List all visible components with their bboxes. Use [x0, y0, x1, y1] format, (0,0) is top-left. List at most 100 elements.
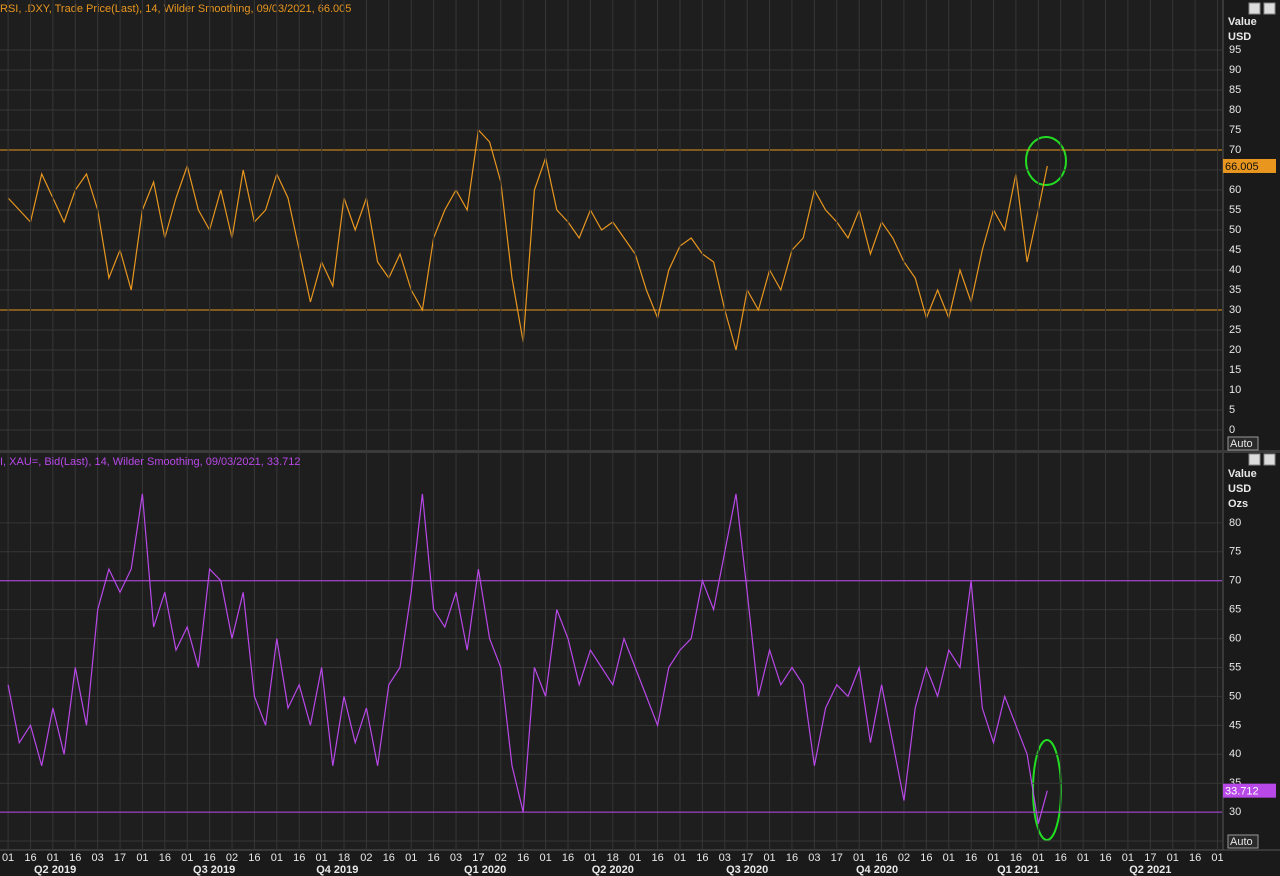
x-tick-label: 16	[875, 852, 887, 864]
y-tick-label: 60	[1229, 632, 1241, 644]
x-tick-label: 16	[69, 852, 81, 864]
x-tick-label: 01	[47, 852, 59, 864]
x-period-label: Q2 2020	[592, 864, 634, 876]
axis-label: Value	[1228, 16, 1257, 28]
x-tick-label: 16	[965, 852, 977, 864]
y-tick-label: 60	[1229, 184, 1241, 196]
axis-label: Ozs	[1228, 498, 1248, 510]
x-tick-label: 01	[584, 852, 596, 864]
x-period-label: Q4 2019	[316, 864, 358, 876]
x-tick-label: 16	[1189, 852, 1201, 864]
x-tick-label: 02	[360, 852, 372, 864]
x-tick-label: 16	[204, 852, 216, 864]
x-tick-label: 03	[92, 852, 104, 864]
x-tick-label: 01	[629, 852, 641, 864]
x-tick-label: 01	[943, 852, 955, 864]
y-tick-label: 5	[1229, 404, 1235, 416]
x-period-label: Q3 2019	[193, 864, 235, 876]
y-tick-label: 40	[1229, 264, 1241, 276]
auto-button[interactable]: Auto	[1230, 438, 1253, 450]
y-tick-label: 35	[1229, 284, 1241, 296]
axis-label: Value	[1228, 468, 1257, 480]
y-tick-label: 45	[1229, 719, 1241, 731]
x-tick-label: 16	[786, 852, 798, 864]
x-tick-label: 16	[920, 852, 932, 864]
x-tick-label: 16	[293, 852, 305, 864]
x-tick-label: 01	[405, 852, 417, 864]
x-tick-label: 16	[383, 852, 395, 864]
x-tick-label: 16	[651, 852, 663, 864]
x-tick-label: 01	[853, 852, 865, 864]
series-line	[7, 493, 1048, 824]
pane-title: RSI, .DXY, Trade Price(Last), 14, Wilder…	[0, 3, 351, 15]
y-tick-label: 75	[1229, 546, 1241, 558]
x-period-label: Q4 2020	[856, 864, 898, 876]
maximize-button[interactable]	[1248, 453, 1261, 466]
series-line	[7, 128, 1048, 351]
y-tick-label: 15	[1229, 364, 1241, 376]
x-tick-label: 17	[741, 852, 753, 864]
x-tick-label: 16	[427, 852, 439, 864]
x-tick-label: 16	[1099, 852, 1111, 864]
y-tick-label: 90	[1229, 64, 1241, 76]
x-period-label: Q2 2021	[1129, 864, 1171, 876]
x-tick-label: 01	[1122, 852, 1134, 864]
y-tick-label: 0	[1229, 424, 1235, 436]
y-tick-label: 75	[1229, 124, 1241, 136]
x-tick-label: 02	[495, 852, 507, 864]
y-tick-label: 70	[1229, 575, 1241, 587]
auto-button-box[interactable]	[1227, 436, 1259, 451]
x-tick-label: 03	[808, 852, 820, 864]
x-tick-label: 17	[831, 852, 843, 864]
y-tick-label: 85	[1229, 84, 1241, 96]
x-tick-label: 02	[898, 852, 910, 864]
y-tick-label: 80	[1229, 517, 1241, 529]
y-tick-label: 30	[1229, 304, 1241, 316]
pane-buttons[interactable]	[1248, 2, 1276, 466]
x-tick-label: 17	[472, 852, 484, 864]
close-button[interactable]	[1263, 2, 1276, 15]
x-tick-label: 17	[114, 852, 126, 864]
x-tick-label: 01	[136, 852, 148, 864]
x-tick-label: 16	[1010, 852, 1022, 864]
y-tick-label: 40	[1229, 748, 1241, 760]
axis-label: USD	[1228, 31, 1251, 43]
last-value-label: 33.712	[1225, 786, 1259, 798]
x-tick-label: 01	[1211, 852, 1223, 864]
y-tick-label: 70	[1229, 144, 1241, 156]
x-tick-label: 16	[562, 852, 574, 864]
x-tick-label: 18	[338, 852, 350, 864]
last-value-box	[1223, 783, 1276, 798]
pane-divider	[0, 450, 1280, 453]
y-tick-label: 50	[1229, 690, 1241, 702]
x-tick-label: 03	[719, 852, 731, 864]
x-tick-label: 17	[1144, 852, 1156, 864]
axis-label: USD	[1228, 483, 1251, 495]
x-tick-label: 16	[696, 852, 708, 864]
x-tick-label: 16	[159, 852, 171, 864]
y-tick-label: 50	[1229, 224, 1241, 236]
y-tick-label: 45	[1229, 244, 1241, 256]
y-tick-label: 55	[1229, 204, 1241, 216]
y-tick-label: 65	[1229, 604, 1241, 616]
x-tick-label: 01	[987, 852, 999, 864]
x-tick-label: 01	[2, 852, 14, 864]
x-period-label: Q3 2020	[726, 864, 768, 876]
y-tick-label: 55	[1229, 661, 1241, 673]
x-tick-label: 01	[539, 852, 551, 864]
x-period-label: Q1 2021	[997, 864, 1039, 876]
last-value-label: 66.005	[1225, 161, 1259, 173]
x-tick-label: 18	[607, 852, 619, 864]
last-value-box	[1223, 158, 1276, 173]
auto-button-box[interactable]	[1227, 834, 1259, 849]
maximize-button[interactable]	[1248, 2, 1261, 15]
close-button[interactable]	[1263, 453, 1276, 466]
x-tick-label: 01	[1077, 852, 1089, 864]
x-period-label: Q2 2019	[34, 864, 76, 876]
y-tick-label: 25	[1229, 324, 1241, 336]
x-tick-label: 02	[226, 852, 238, 864]
x-axis-strip	[0, 850, 1280, 876]
auto-button[interactable]: Auto	[1230, 836, 1253, 848]
